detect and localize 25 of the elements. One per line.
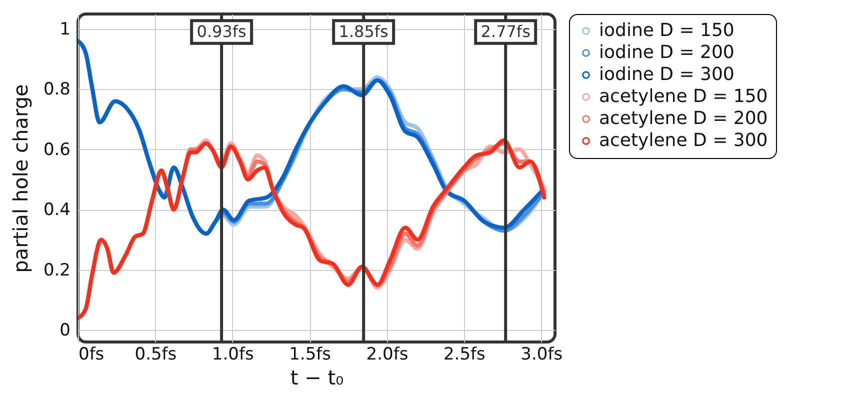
x-tick-label: 2.0fs (366, 344, 408, 364)
x-tick-label: 0.5fs (134, 344, 177, 364)
y-tick-label: 0.8 (43, 80, 70, 100)
ref-line-label: 2.77fs (480, 22, 530, 41)
legend-label: acetylene D = 300 (599, 130, 768, 151)
y-tick-label: 0.6 (43, 140, 70, 160)
legend-label: acetylene D = 200 (599, 108, 768, 129)
y-tick-label: 0.2 (43, 260, 70, 280)
legend-label: acetylene D = 150 (599, 86, 768, 107)
legend-label: iodine D = 300 (599, 64, 734, 85)
x-tick-label: 1.0fs (212, 344, 254, 364)
x-tick-label: 1.5fs (289, 344, 332, 364)
y-tick-label: 0 (60, 320, 70, 340)
line-series (78, 39, 546, 236)
x-axis-title: t − t₀ (290, 366, 344, 390)
legend-label: iodine D = 200 (599, 42, 734, 63)
x-tick-label: 2.5fs (443, 344, 486, 364)
y-axis-title: partial hole charge (8, 84, 32, 273)
ref-line-label: 0.93fs (196, 22, 246, 41)
x-tick-label: 0fs (78, 344, 104, 364)
legend-label: iodine D = 150 (599, 20, 734, 41)
y-tick-label: 1 (60, 20, 70, 40)
x-tick-label: 3.0fs (520, 344, 563, 364)
y-tick-label: 0.4 (43, 200, 70, 220)
ref-line-label: 1.85fs (338, 22, 388, 41)
